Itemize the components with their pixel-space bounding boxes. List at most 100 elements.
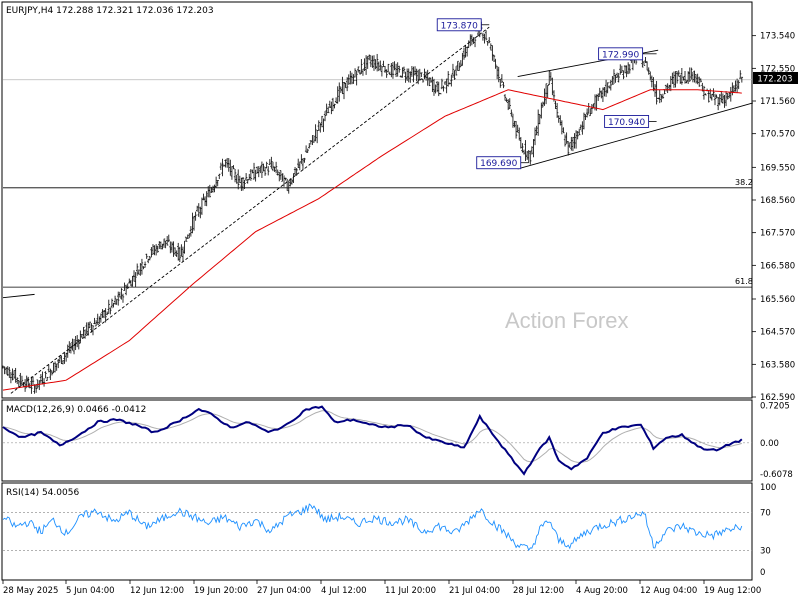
candle	[330, 101, 333, 115]
candle	[345, 77, 349, 92]
candle	[208, 184, 212, 198]
candle	[622, 70, 625, 80]
candle	[679, 74, 682, 84]
candle	[191, 212, 194, 234]
candle	[57, 358, 60, 369]
candle	[50, 370, 54, 376]
candle	[361, 68, 365, 76]
candle	[197, 203, 200, 217]
candle	[407, 68, 410, 83]
price-tick-label: 169.550	[760, 163, 795, 173]
candle	[235, 174, 238, 184]
rsi-label: RSI(14) 54.0056	[6, 488, 79, 498]
candle	[609, 79, 613, 91]
candle	[698, 76, 701, 87]
candle	[82, 326, 85, 337]
price-tick-label: 166.580	[760, 261, 795, 271]
candle	[267, 166, 270, 176]
candle	[319, 123, 322, 133]
candle	[232, 165, 235, 170]
candle	[499, 78, 502, 88]
candle	[162, 238, 166, 248]
candle	[353, 68, 357, 78]
candle	[710, 93, 714, 101]
macd-label: MACD(12,26,9) 0.0466 -0.0412	[6, 405, 146, 415]
candle	[281, 173, 284, 182]
candle	[216, 179, 219, 187]
candle	[252, 162, 256, 180]
candle	[287, 180, 290, 194]
candle	[20, 375, 24, 386]
candle	[195, 205, 199, 212]
candle	[25, 375, 28, 388]
candle	[570, 136, 573, 151]
candle	[382, 60, 385, 67]
candle	[137, 269, 140, 275]
candle	[434, 84, 437, 94]
candle	[177, 242, 180, 261]
rsi-tick-label: 70	[760, 509, 771, 519]
candle	[284, 177, 287, 181]
candle	[672, 71, 676, 88]
candle	[431, 76, 434, 93]
candle	[300, 154, 303, 164]
candle	[399, 75, 403, 78]
fib-label-38.2: 38.2	[735, 178, 753, 187]
candle	[79, 330, 82, 344]
candle	[503, 94, 507, 101]
time-tick-label: 12 Jun 12:00	[130, 586, 184, 596]
candle	[712, 88, 715, 97]
candle	[735, 78, 739, 94]
symbol-header: EURJPY,H4 172.288 172.321 172.036 172.20…	[6, 6, 214, 16]
candle	[274, 161, 278, 174]
candle	[244, 173, 248, 182]
candle	[241, 177, 245, 191]
candle	[497, 66, 500, 83]
fib-label-61.8: 61.8	[735, 277, 753, 286]
candle	[98, 316, 101, 325]
candle	[655, 80, 658, 105]
price-tick-label: 172.550	[760, 64, 795, 74]
candle	[424, 71, 428, 81]
candle	[393, 61, 396, 71]
candle	[188, 233, 191, 239]
time-tick-label: 28 May 2025	[3, 586, 58, 596]
candle	[105, 311, 109, 316]
candle	[314, 124, 317, 142]
candle	[437, 81, 440, 97]
candle	[145, 253, 148, 259]
candle	[391, 61, 395, 79]
candle	[525, 151, 529, 160]
candle	[175, 250, 178, 257]
price-tick-label: 171.560	[760, 97, 795, 107]
candle	[445, 78, 448, 94]
candle	[724, 91, 728, 107]
candle	[426, 69, 429, 86]
candle	[159, 241, 163, 250]
candle	[644, 57, 647, 63]
time-axis-ticks: 28 May 2025 5 Jun 04:00 12 Jun 12:00 19 Jun…	[2, 580, 761, 596]
candle	[603, 86, 606, 97]
annotation-169.690: 169.690	[476, 156, 529, 169]
candle	[600, 90, 603, 99]
candle	[8, 366, 11, 378]
candle	[439, 92, 442, 95]
candle	[93, 317, 96, 325]
candle	[385, 69, 388, 78]
candle	[626, 62, 630, 75]
candle	[249, 168, 253, 181]
candle	[447, 71, 450, 87]
candle	[688, 67, 691, 82]
candle	[123, 282, 126, 291]
candle	[495, 65, 499, 80]
candle	[548, 70, 551, 86]
candle	[363, 58, 366, 71]
candle	[544, 83, 548, 105]
candle	[317, 120, 320, 131]
candle	[14, 367, 17, 383]
candle	[432, 78, 436, 96]
candle	[608, 85, 611, 89]
candle	[11, 368, 14, 381]
candle	[488, 37, 491, 44]
candle	[115, 299, 118, 305]
